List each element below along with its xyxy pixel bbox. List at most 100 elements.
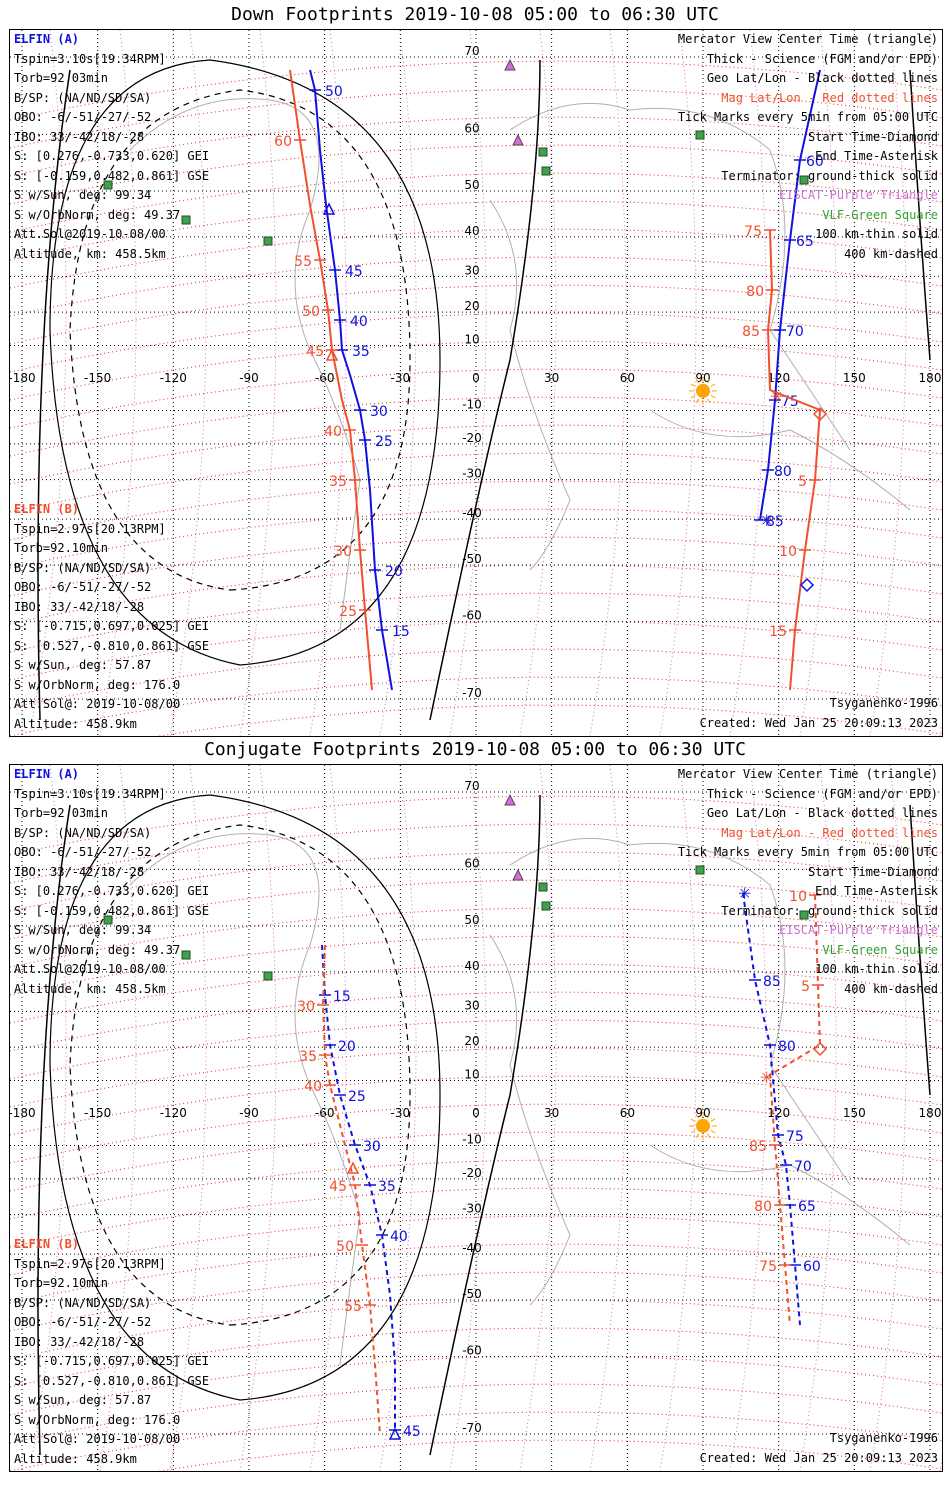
mag-lat-line bbox=[10, 1131, 942, 1192]
lat-label: -70 bbox=[462, 686, 482, 700]
lon-label: 150 bbox=[843, 371, 866, 385]
mag-lat-line bbox=[10, 452, 942, 513]
info-line: Torb=92.03min bbox=[14, 806, 108, 820]
lon-label: -120 bbox=[160, 1106, 187, 1120]
eiscat-triangle bbox=[512, 868, 524, 881]
lon-label: 60 bbox=[620, 1106, 635, 1120]
mag-lat-line bbox=[10, 144, 942, 205]
track-tick-label: 80 bbox=[746, 284, 764, 300]
lon-label: 30 bbox=[544, 1106, 559, 1120]
info-line: Altitude: 458.9km bbox=[14, 1451, 137, 1466]
mag-lon-line bbox=[729, 765, 767, 1471]
info-line: S w/OrbNorm, deg: 49.37 bbox=[14, 207, 181, 222]
mag-lat-line bbox=[10, 88, 942, 149]
mag-lon-line bbox=[99, 765, 137, 1471]
lat-label: 50 bbox=[464, 913, 479, 927]
lat-label: -30 bbox=[462, 467, 482, 481]
mag-lat-line bbox=[10, 1215, 942, 1276]
track-tick-label: 70 bbox=[794, 1159, 812, 1175]
eiscat-triangle bbox=[504, 793, 516, 806]
info-line: Altitude: 458.9km bbox=[14, 716, 137, 731]
track-tick-label: 40 bbox=[324, 424, 342, 440]
track-tick-label: 60 bbox=[806, 154, 824, 170]
model-label: Tsyganenko-1996 bbox=[829, 696, 938, 710]
info-line: S w/OrbNorm, deg: 176.0 bbox=[14, 1412, 181, 1427]
coastline bbox=[129, 833, 361, 1366]
info-line: S w/Sun, deg: 99.34 bbox=[14, 188, 152, 202]
info-line: S w/OrbNorm, deg: 176.0 bbox=[14, 677, 181, 692]
mag-lon-line bbox=[239, 765, 277, 1471]
legend-item: Terminator: ground-thick solid bbox=[721, 903, 938, 918]
info-line: S: [-0.715,0.697,0.025] GEI bbox=[14, 1354, 210, 1368]
end-time-asterisk: ✳ bbox=[738, 884, 751, 903]
lon-label: 60 bbox=[620, 371, 635, 385]
info-line: Tspin=2.97s[20.13RPM] bbox=[14, 521, 166, 536]
mag-lon-line bbox=[309, 765, 347, 1471]
mag-lat-line bbox=[10, 200, 942, 261]
mag-lon-line bbox=[799, 765, 837, 1471]
mag-lon-line bbox=[659, 765, 697, 1471]
track-tick-label: 35 bbox=[329, 474, 347, 490]
mag-lat-line bbox=[10, 508, 942, 569]
mag-lon-line bbox=[729, 30, 767, 736]
mag-lat-line bbox=[10, 1187, 942, 1248]
lon-label: -150 bbox=[84, 371, 111, 385]
legend-item: VLF-Green Square bbox=[822, 942, 938, 957]
mag-lon-line bbox=[519, 30, 557, 736]
track-tick-label: 45 bbox=[306, 344, 324, 360]
track-tick-label: 5 bbox=[801, 979, 810, 995]
info-line: Att.Sol@: 2019-10-08/00 bbox=[14, 697, 181, 711]
view-center-triangle bbox=[322, 202, 336, 215]
mag-lat-line bbox=[10, 1159, 942, 1220]
lon-label: -90 bbox=[239, 1106, 259, 1120]
vlf-square bbox=[799, 175, 809, 185]
vlf-square bbox=[103, 915, 113, 925]
track-elfin-a bbox=[321, 944, 396, 1430]
mag-lat-line bbox=[10, 116, 942, 177]
mag-lon-line bbox=[519, 765, 557, 1471]
mag-lat-line bbox=[10, 795, 942, 856]
mag-lon-line bbox=[169, 765, 207, 1471]
lon-label: -60 bbox=[315, 371, 335, 385]
track-tick-label: 85 bbox=[742, 324, 760, 340]
track-tick-label: 85 bbox=[763, 974, 781, 990]
info-line: OBO: -6/-51/-27/-52 bbox=[14, 1315, 152, 1329]
track-tick-label: 30 bbox=[334, 544, 352, 560]
lon-label: -180 bbox=[10, 371, 36, 385]
info-line: S: [-0.715,0.697,0.025] GEI bbox=[14, 619, 210, 633]
track-tick-label: 80 bbox=[754, 1199, 772, 1215]
sun-ray bbox=[690, 1118, 696, 1122]
track-tick-label: 80 bbox=[778, 1039, 796, 1055]
coastline bbox=[489, 199, 571, 571]
end-time-asterisk: ✳ bbox=[760, 1068, 773, 1087]
info-line: Torb=92.10min bbox=[14, 1276, 108, 1290]
info-line: OBO: -6/-51/-27/-52 bbox=[14, 110, 152, 124]
mag-lon-line bbox=[869, 765, 907, 1471]
elfin-b-header: ELFIN (B) bbox=[14, 502, 80, 516]
mag-lat-line bbox=[10, 1103, 942, 1164]
view-center-triangle bbox=[325, 348, 339, 361]
lon-label: -180 bbox=[10, 1106, 36, 1120]
info-line: S: [0.276,-0.733,0.620] GEI bbox=[14, 149, 210, 163]
track-tick-label: 65 bbox=[796, 234, 814, 250]
mag-lat-line bbox=[10, 60, 942, 121]
legend-item: Start Time-Diamond bbox=[807, 129, 938, 144]
info-line: Att.Sol@: 2019-10-08/00 bbox=[14, 1432, 181, 1446]
info-line: Torb=92.03min bbox=[14, 71, 108, 85]
info-line: Tspin=3.10s[19.34RPM] bbox=[14, 51, 166, 66]
info-line: S: [0.527,-0.810,0.861] GSE bbox=[14, 1373, 210, 1388]
legend-item: Tick Marks every 5min from 05:00 UTC bbox=[677, 110, 938, 124]
mag-lat-line bbox=[10, 620, 942, 681]
sun-ray bbox=[707, 378, 711, 384]
mag-lat-line bbox=[10, 312, 942, 373]
track-tick-label: 25 bbox=[375, 434, 393, 450]
track-tick-label: 75 bbox=[781, 394, 799, 410]
map-panel-conjugate: -180 -150 -120 -90 -60 -30 0 30 60 90 120 150 180 70 6… bbox=[9, 764, 943, 1472]
lon-label: 30 bbox=[544, 371, 559, 385]
track-tick-label: 65 bbox=[798, 1199, 816, 1215]
mag-lon-line bbox=[589, 30, 627, 736]
track-tick-label: 70 bbox=[786, 324, 804, 340]
vlf-square bbox=[263, 236, 273, 246]
elfin-a-header: ELFIN (A) bbox=[14, 767, 80, 781]
terminator-400km bbox=[69, 824, 411, 1326]
